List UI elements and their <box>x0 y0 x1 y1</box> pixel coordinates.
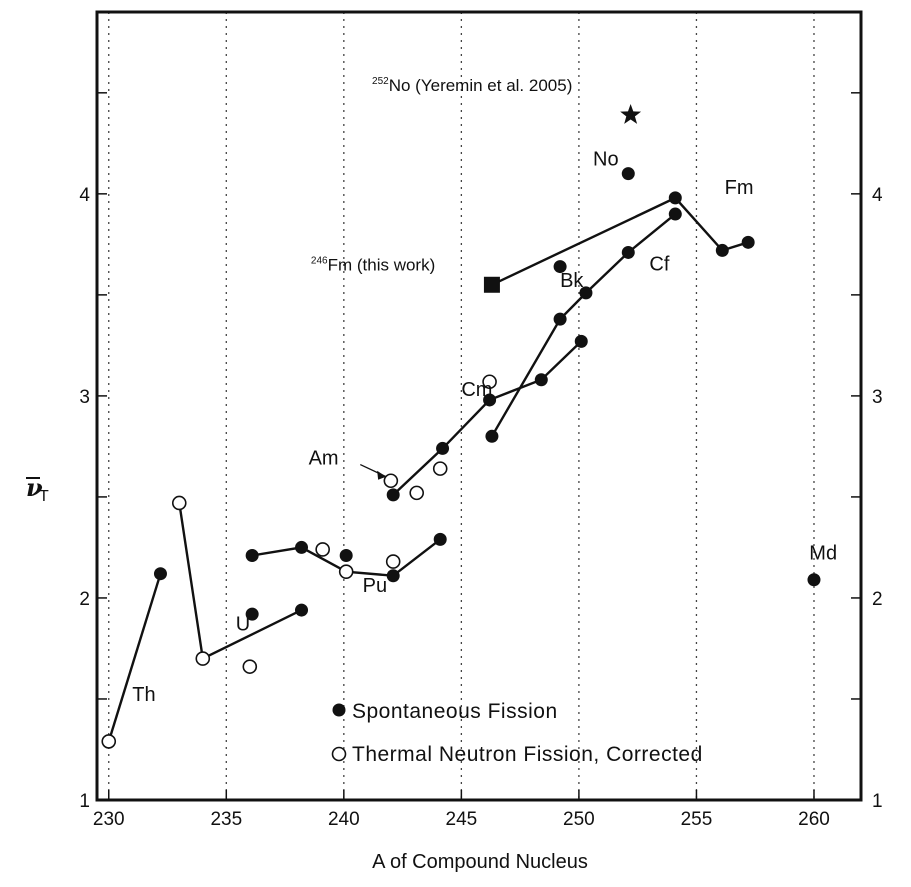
point-0-6 <box>386 569 400 583</box>
point-0-13 <box>553 312 567 326</box>
y-tick-label-left-1: 1 <box>79 791 90 812</box>
point-0-12 <box>534 373 548 387</box>
point-0-9 <box>436 441 450 455</box>
legend: Spontaneous Fission Thermal Neutron Fiss… <box>331 700 703 766</box>
point-0-0 <box>153 567 167 581</box>
annotation-0-text: No (Yeremin et al. 2005) <box>389 76 573 95</box>
x-tick-label-230: 230 <box>93 809 125 830</box>
x-tick-label-245: 245 <box>446 809 478 830</box>
annotation-0-superscript: 252 <box>372 76 389 87</box>
y-axis-title-symbol: ν <box>26 473 43 502</box>
series-line-3 <box>392 340 583 496</box>
element-label-no: No <box>593 149 619 171</box>
point-0-1 <box>245 549 259 563</box>
point-0-8 <box>433 532 447 546</box>
plot-frame <box>95 10 863 802</box>
annotation-1-text: Fm (this work) <box>328 256 436 275</box>
grid-lines <box>108 12 815 800</box>
data-points <box>101 104 821 749</box>
point-1-1 <box>171 495 187 511</box>
y-tick-label-left-2: 2 <box>79 589 90 610</box>
x-tick-label-235: 235 <box>210 809 242 830</box>
x-tick-label-255: 255 <box>681 809 713 830</box>
y-tick-label-right-1: 1 <box>872 791 883 812</box>
point-0-15 <box>574 334 588 348</box>
point-1-7 <box>385 554 401 569</box>
element-label-md: Md <box>809 543 837 565</box>
element-label-fm: Fm <box>725 177 754 199</box>
point-1-6 <box>383 473 399 489</box>
x-tick-label-260: 260 <box>798 809 830 830</box>
element-label-pu: Pu <box>363 575 387 597</box>
element-label-u: U <box>236 613 250 635</box>
annotation-1: 246Fm (this work) <box>311 256 435 275</box>
y-axis-title-subscript: T <box>39 488 49 505</box>
element-label-cf: Cf <box>649 254 669 276</box>
element-label-cm: Cm <box>461 379 492 401</box>
point-0-3 <box>295 540 309 554</box>
point-0-22 <box>741 235 755 249</box>
point-0-16 <box>579 286 593 300</box>
point-1-3 <box>242 659 258 674</box>
point-1-9 <box>432 461 448 476</box>
point-0-14 <box>553 260 567 274</box>
axis-ticks: 230 235 240 245 250 255 260 1 1 2 2 3 3 4 4 <box>79 92 883 830</box>
y-tick-label-right-4: 4 <box>872 185 883 206</box>
y-tick-label-left-4: 4 <box>79 185 90 206</box>
point-0-2 <box>245 607 259 621</box>
point-0-7 <box>386 488 400 502</box>
x-tick-label-250: 250 <box>563 809 595 830</box>
y-axis-title: ν T <box>26 473 49 505</box>
point-2-0 <box>483 276 500 293</box>
annotation-1-superscript: 246 <box>311 256 328 267</box>
point-3-0 <box>620 104 642 124</box>
point-0-5 <box>339 549 353 563</box>
legend-label-spontaneous: Spontaneous Fission <box>352 700 558 723</box>
point-0-4 <box>295 603 309 617</box>
point-0-21 <box>715 243 729 257</box>
point-1-10 <box>482 374 497 390</box>
point-0-23 <box>807 573 821 587</box>
point-1-0 <box>101 734 117 749</box>
point-0-18 <box>621 167 635 181</box>
am-arrow-head <box>377 470 387 480</box>
point-0-11 <box>485 429 499 443</box>
element-label-th: Th <box>132 684 155 706</box>
annotation-0: 252No (Yeremin et al. 2005) <box>372 76 572 95</box>
y-tick-label-right-3: 3 <box>872 387 883 408</box>
y-tick-label-left-3: 3 <box>79 387 90 408</box>
point-0-17 <box>621 245 635 259</box>
point-1-4 <box>315 542 330 557</box>
legend-marker-spontaneous <box>332 703 346 717</box>
y-tick-label-right-2: 2 <box>872 589 883 610</box>
point-1-5 <box>338 564 354 579</box>
legend-marker-thermal <box>331 746 347 762</box>
element-label-am: Am <box>309 448 339 470</box>
x-tick-label-240: 240 <box>328 809 360 830</box>
point-0-20 <box>668 191 682 205</box>
x-axis-title: A of Compound Nucleus <box>372 851 588 873</box>
legend-label-thermal: Thermal Neutron Fission, Corrected <box>352 743 703 766</box>
annotations: 252No (Yeremin et al. 2005) 246Fm (this w… <box>311 76 572 275</box>
point-0-10 <box>483 393 497 407</box>
point-1-2 <box>195 651 211 666</box>
element-labels: Th U Pu Am Cm Bk Cf Fm No Md <box>132 149 837 706</box>
point-1-8 <box>409 485 425 501</box>
element-label-bk: Bk <box>560 270 584 292</box>
series-line-5 <box>491 196 749 286</box>
series-line-0 <box>107 573 162 742</box>
point-0-19 <box>668 207 682 221</box>
series-line-4 <box>490 213 677 437</box>
